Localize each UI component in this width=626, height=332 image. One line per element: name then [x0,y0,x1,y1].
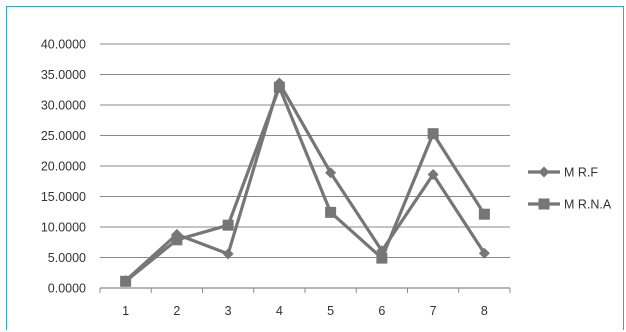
y-tick-label: 35.0000 [41,68,86,82]
y-tick-label: 0.0000 [48,282,86,296]
legend-marker-diamond [538,166,550,178]
data-point-square [376,252,388,264]
y-axis-tick-labels: 0.0000 5.0000 10.0000 15.0000 20.0000 25.0000… [41,38,86,296]
data-point-square [120,275,132,287]
legend-label: M R.F [564,166,598,180]
x-tick-label: 1 [122,304,129,318]
data-point-diamond [478,247,490,259]
x-tick-label: 2 [173,304,180,318]
series-1 [120,77,490,287]
data-point-diamond [427,169,439,181]
x-axis-tick-labels: 1 2 3 4 5 6 7 8 [99,288,511,318]
x-tick-label: 4 [276,304,283,318]
x-tick-label: 6 [378,304,385,318]
y-tick-label: 15.0000 [41,190,86,204]
series-line [124,81,486,282]
data-point-square [325,206,337,218]
legend-item: M R.N.A [528,198,612,212]
series-line [124,85,486,283]
data-point-square [222,219,234,231]
chart-frame [6,6,624,330]
series-group [120,77,490,287]
y-tick-label: 5.0000 [48,251,86,265]
y-tick-label: 20.0000 [41,160,86,174]
data-point-square [478,208,490,220]
x-tick-label: 3 [225,304,232,318]
legend-item: M R.F [528,166,598,180]
data-point-square [427,128,439,140]
y-tick-label: 10.0000 [41,221,86,235]
data-point-square [171,234,183,246]
legend-label: M R.N.A [564,198,612,212]
series-2 [120,81,490,287]
legend: M R.F M R.N.A [528,166,612,212]
data-point-diamond [325,167,337,179]
data-point-square [273,81,285,93]
x-tick-label: 5 [327,304,334,318]
legend-marker-square [538,198,550,210]
y-tick-label: 25.0000 [41,129,86,143]
x-tick-label: 7 [430,304,437,318]
y-tick-label: 30.0000 [41,99,86,113]
data-point-diamond [222,248,234,260]
x-tick-label: 8 [481,304,488,318]
y-tick-label: 40.0000 [41,38,86,52]
